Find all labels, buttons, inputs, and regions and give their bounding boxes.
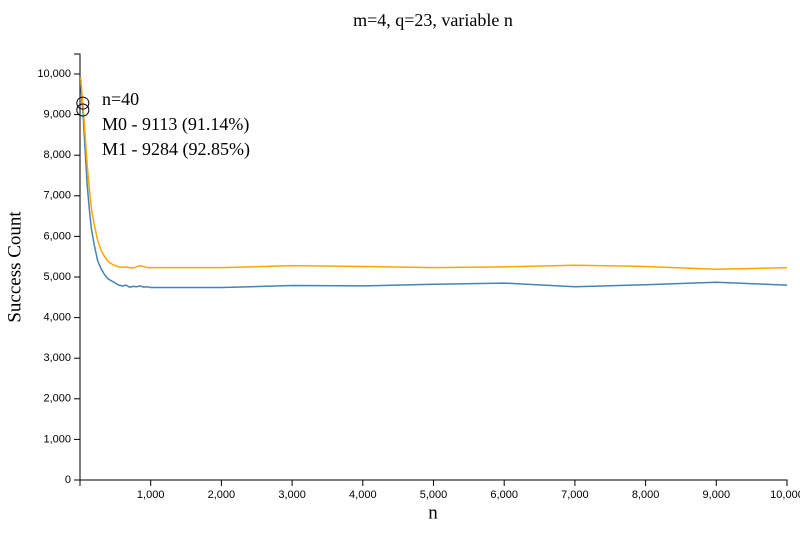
y-tick-label: 6,000 — [43, 230, 71, 242]
x-tick-label: 8,000 — [632, 489, 660, 501]
x-tick-label: 6,000 — [490, 489, 518, 501]
series-line — [79, 82, 788, 289]
x-tick-label: 1,000 — [137, 489, 165, 501]
x-tick-label: 9,000 — [703, 489, 731, 501]
y-axis — [74, 53, 81, 481]
x-tick-label: 7,000 — [561, 489, 589, 501]
tooltip-header: n=40 — [102, 89, 139, 109]
x-axis-label: n — [428, 502, 438, 523]
x-tick-label: 5,000 — [420, 489, 448, 501]
y-tick-label: 5,000 — [43, 271, 71, 283]
hover-marker — [76, 103, 90, 117]
y-tick-label: 10,000 — [37, 68, 71, 80]
hover-marker — [76, 96, 90, 110]
y-tick-label: 1,000 — [43, 433, 71, 445]
x-tick-label: 10,000 — [770, 489, 800, 501]
y-axis-label: Success Count — [4, 211, 25, 323]
y-tick-label: 0 — [65, 474, 71, 486]
y-tick-label: 2,000 — [43, 393, 71, 405]
y-tick-label: 3,000 — [43, 352, 71, 364]
series-line — [79, 77, 788, 271]
y-tick-label: 4,000 — [43, 312, 71, 324]
x-tick-label: 2,000 — [208, 489, 236, 501]
y-tick-label: 7,000 — [43, 190, 71, 202]
y-tick-label: 8,000 — [43, 149, 71, 161]
tooltip-line: M1 - 9284 (92.85%) — [102, 139, 250, 160]
y-tick-label: 9,000 — [43, 109, 71, 121]
x-tick-label: 4,000 — [349, 489, 377, 501]
chart-title: m=4, q=23, variable n — [353, 10, 513, 30]
tooltip-line: M0 - 9113 (91.14%) — [102, 114, 249, 135]
x-tick-label: 3,000 — [278, 489, 306, 501]
